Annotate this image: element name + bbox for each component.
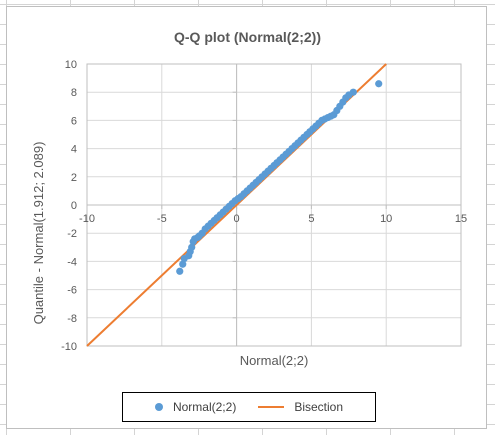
y-axis-title: Quantile - Normal(1.912; 2.089): [31, 142, 46, 325]
legend-marker-dot: [154, 403, 163, 411]
legend-label-normal: Normal(2;2): [172, 400, 237, 414]
chart-title: Q-Q plot (Normal(2;2)): [174, 29, 321, 45]
y-tick-label: 2: [71, 172, 77, 184]
scatter-point: [188, 243, 196, 251]
legend-label-bisection: Bisection: [294, 400, 344, 414]
legend-marker-line: [258, 406, 285, 408]
scatter-points-layer: [176, 80, 383, 275]
axes: [86, 63, 462, 347]
y-tick-label: -6: [67, 285, 77, 297]
y-tick-label: -4: [67, 256, 77, 268]
chart-area[interactable]: Q-Q plot (Normal(2;2)) -10 -5 0 5 10 15 -10 -8-…: [6, 6, 487, 429]
scatter-point: [179, 260, 187, 268]
tick-labels-layer: -10 -5 0 5 10 15 -10 -8 -6 -4 -2 0 2 4 6 8 10: [61, 59, 467, 353]
y-tick-label: 8: [71, 87, 77, 99]
x-tick-label: 0: [234, 213, 240, 225]
y-tick-label: 6: [71, 115, 77, 127]
y-tick-label: -8: [67, 313, 77, 325]
y-tick-label: -2: [67, 228, 77, 240]
scatter-point: [176, 267, 184, 275]
x-tick-label: -10: [79, 213, 95, 225]
y-tick-label: 4: [71, 144, 77, 156]
legend-item-bisection: Bisection: [258, 400, 343, 414]
x-tick-label: 5: [308, 213, 314, 225]
y-tick-label: 0: [71, 200, 77, 212]
x-tick-label: 10: [380, 213, 392, 225]
x-axis-title: Normal(2;2): [240, 353, 309, 368]
scatter-point: [375, 80, 383, 88]
y-tick-label: 10: [65, 59, 77, 71]
x-tick-label: -5: [157, 213, 167, 225]
legend: Normal(2;2) Bisection: [122, 392, 376, 422]
y-tick-label: -10: [61, 341, 77, 353]
plot-area: -10 -5 0 5 10 15 -10 -8 -6 -4 -2 0 2 4 6 8 10 Normal(2;2…: [31, 59, 467, 368]
x-tick-label: 15: [455, 213, 467, 225]
scatter-point: [349, 88, 357, 96]
legend-item-normal: Normal(2;2): [154, 400, 237, 414]
